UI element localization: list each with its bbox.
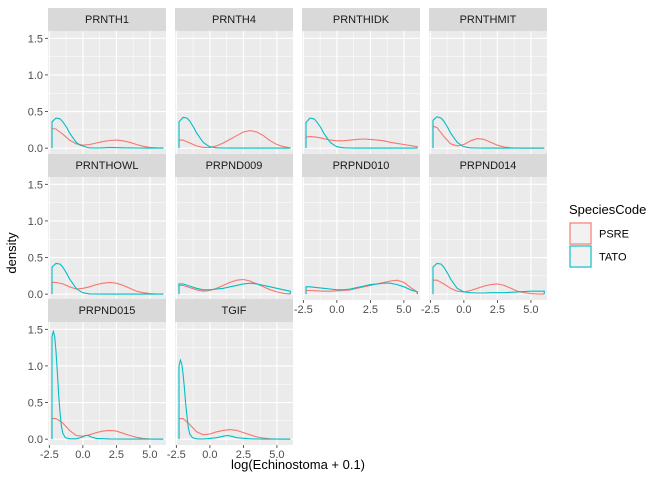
- x-tick-label: 0.0: [329, 304, 344, 316]
- legend-key-background: [569, 222, 592, 245]
- density-curve-tato: [305, 117, 418, 149]
- plot-background: [48, 322, 166, 445]
- facet-panel: PRNTHMIT: [429, 8, 547, 154]
- density-curve-psre: [51, 281, 164, 295]
- x-tick-label: 2.5: [109, 449, 124, 461]
- density-curve-psre: [178, 130, 291, 149]
- x-tick-label: 5.0: [396, 304, 411, 316]
- x-tick-label: 2.5: [490, 304, 505, 316]
- facet-strip: [48, 154, 166, 177]
- facet-panel: PRPND015: [48, 299, 166, 445]
- legend-label: TATO: [599, 252, 627, 264]
- facet-strip-label: TGIF: [221, 305, 246, 317]
- x-axis-title: log(Echinostoma + 0.1): [231, 457, 365, 472]
- density-curve-tato: [51, 262, 164, 295]
- facet-strip: [302, 8, 420, 31]
- legend-label: PSRE: [599, 229, 629, 241]
- facet-strip-label: PRPND009: [206, 160, 263, 172]
- density-curve-tato: [178, 358, 291, 440]
- plot-background: [48, 31, 166, 154]
- density-curve-tato: [51, 329, 164, 440]
- x-tick-label: 0.0: [456, 304, 471, 316]
- y-tick-label: 0.5: [28, 253, 43, 265]
- density-curve-psre: [432, 279, 545, 295]
- y-tick-label: 0.0: [28, 143, 43, 155]
- legend-key-background: [569, 245, 592, 268]
- facet-strip: [175, 299, 293, 322]
- facet-strip-label: PRPND010: [333, 160, 390, 172]
- y-tick-label: 1.5: [28, 324, 43, 336]
- facet-strip: [175, 154, 293, 177]
- density-curve-psre: [51, 418, 164, 440]
- y-tick-label: 0.0: [28, 434, 43, 446]
- density-curve-psre: [305, 135, 418, 149]
- plot-background: [175, 31, 293, 154]
- plot-background: [302, 177, 420, 300]
- y-tick-label: 1.0: [28, 361, 43, 373]
- x-tick-label: -2.5: [40, 449, 59, 461]
- x-tick-label: 5.0: [269, 449, 284, 461]
- facet-panel: PRNTHOWL: [48, 154, 166, 300]
- density-curve-tato: [178, 116, 291, 149]
- y-tick-label: 0.5: [28, 107, 43, 119]
- legend-key-tato: [569, 245, 592, 268]
- shared-axes: 0.0 0.5 1.0 1.5 0.0 0.5 1.0 1.5 -2.5 0.0 2.5 5.0 -2.…: [28, 33, 539, 461]
- y-tick-label: 1.0: [28, 70, 43, 82]
- facet-strip: [48, 8, 166, 31]
- density-curve-psre: [178, 278, 291, 295]
- y-tick-label: 1.0: [28, 216, 43, 228]
- facet-strip: [48, 299, 166, 322]
- facet-panel: PRNTHIDK: [302, 8, 420, 154]
- facet-panel: PRNTH1: [48, 8, 166, 154]
- facet-panel: TGIF: [175, 299, 293, 445]
- x-tick-label: -2.5: [294, 304, 313, 316]
- x-tick-label: 5.0: [142, 449, 157, 461]
- x-tick-label: 2.5: [236, 449, 251, 461]
- y-axis-title: density: [4, 232, 19, 274]
- y-tick-label: 1.5: [28, 33, 43, 45]
- x-tick-label: 2.5: [363, 304, 378, 316]
- legend: SpeciesCode PSRE TATO: [569, 202, 646, 268]
- x-tick-label: -2.5: [421, 304, 440, 316]
- density-curve-tato: [432, 262, 545, 295]
- plot-background: [175, 177, 293, 300]
- facet-strip: [302, 154, 420, 177]
- plot-background: [302, 31, 420, 154]
- facet-strip: [175, 8, 293, 31]
- density-curve-psre: [51, 127, 164, 149]
- x-tick-label: 0.0: [75, 449, 90, 461]
- density-curve-tato: [178, 282, 291, 295]
- y-tick-label: 0.0: [28, 289, 43, 301]
- y-tick-label: 0.5: [28, 398, 43, 410]
- x-tick-label: 5.0: [523, 304, 538, 316]
- legend-title: SpeciesCode: [569, 202, 646, 217]
- density-curve-tato: [305, 282, 418, 295]
- legend-key-psre: [569, 222, 592, 245]
- plot-background: [429, 31, 547, 154]
- facet-strip: [429, 8, 547, 31]
- facet-panel: PRPND014: [429, 154, 547, 300]
- x-tick-label: 0.0: [202, 449, 217, 461]
- facet-strip-label: PRNTH4: [212, 14, 256, 26]
- density-curve-tato: [51, 117, 164, 149]
- facet-panel: PRNTH4: [175, 8, 293, 154]
- facet-strip-label: PRPND014: [460, 160, 517, 172]
- density-curve-tato: [432, 116, 545, 149]
- facet-panel: PRPND009: [175, 154, 293, 300]
- facet-strip-label: PRNTHMIT: [460, 14, 517, 26]
- y-tick-label: 1.5: [28, 179, 43, 191]
- plot-background: [175, 322, 293, 445]
- facet-strip-label: PRNTH1: [85, 14, 129, 26]
- facet-strip-label: PRNTHOWL: [76, 160, 139, 172]
- plot-background: [429, 177, 547, 300]
- plot-background: [48, 177, 166, 300]
- facet-panels: PRNTH1 PRNTH4 PRNTHIDK PRNTHMIT PRNTHOWL PRPN…: [48, 8, 547, 445]
- facet-strip-label: PRPND015: [79, 305, 136, 317]
- x-tick-label: -2.5: [167, 449, 186, 461]
- facet-strip: [429, 154, 547, 177]
- facet-panel: PRPND010: [302, 154, 420, 300]
- facet-strip-label: PRNTHIDK: [333, 14, 390, 26]
- density-curve-psre: [305, 279, 418, 295]
